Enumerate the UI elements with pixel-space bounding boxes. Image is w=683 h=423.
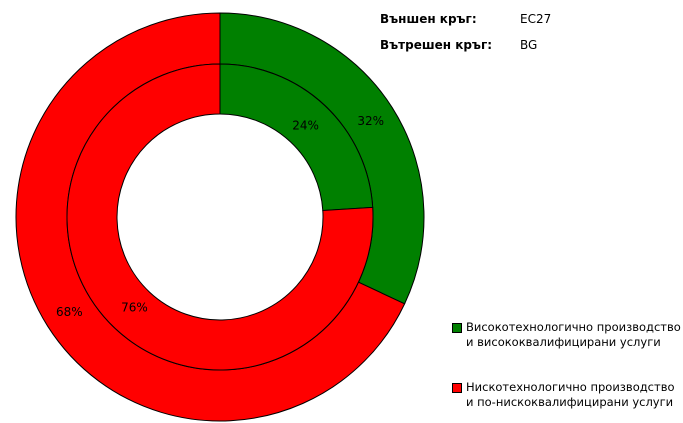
data-label: 68% (56, 305, 83, 319)
legend-swatch (452, 383, 462, 393)
legend-item: Нискотехнологично производство и по-ниск… (452, 380, 683, 410)
donut-slice (66, 63, 374, 371)
inner-ring-label: Вътрешен кръг: (380, 38, 493, 52)
legend-text: Високотехнологично производство и високо… (466, 320, 681, 349)
data-label: 76% (121, 301, 148, 315)
outer-ring-label: Външен кръг: (380, 12, 477, 26)
inner-ring-name: BG (520, 38, 538, 52)
data-label: 32% (357, 114, 384, 128)
legend-text: Нискотехнологично производство и по-ниск… (466, 380, 675, 409)
outer-ring-name: EC27 (520, 12, 552, 26)
legend-item: Високотехнологично производство и високо… (452, 320, 683, 350)
legend-swatch (452, 323, 462, 333)
data-label: 24% (292, 118, 319, 132)
